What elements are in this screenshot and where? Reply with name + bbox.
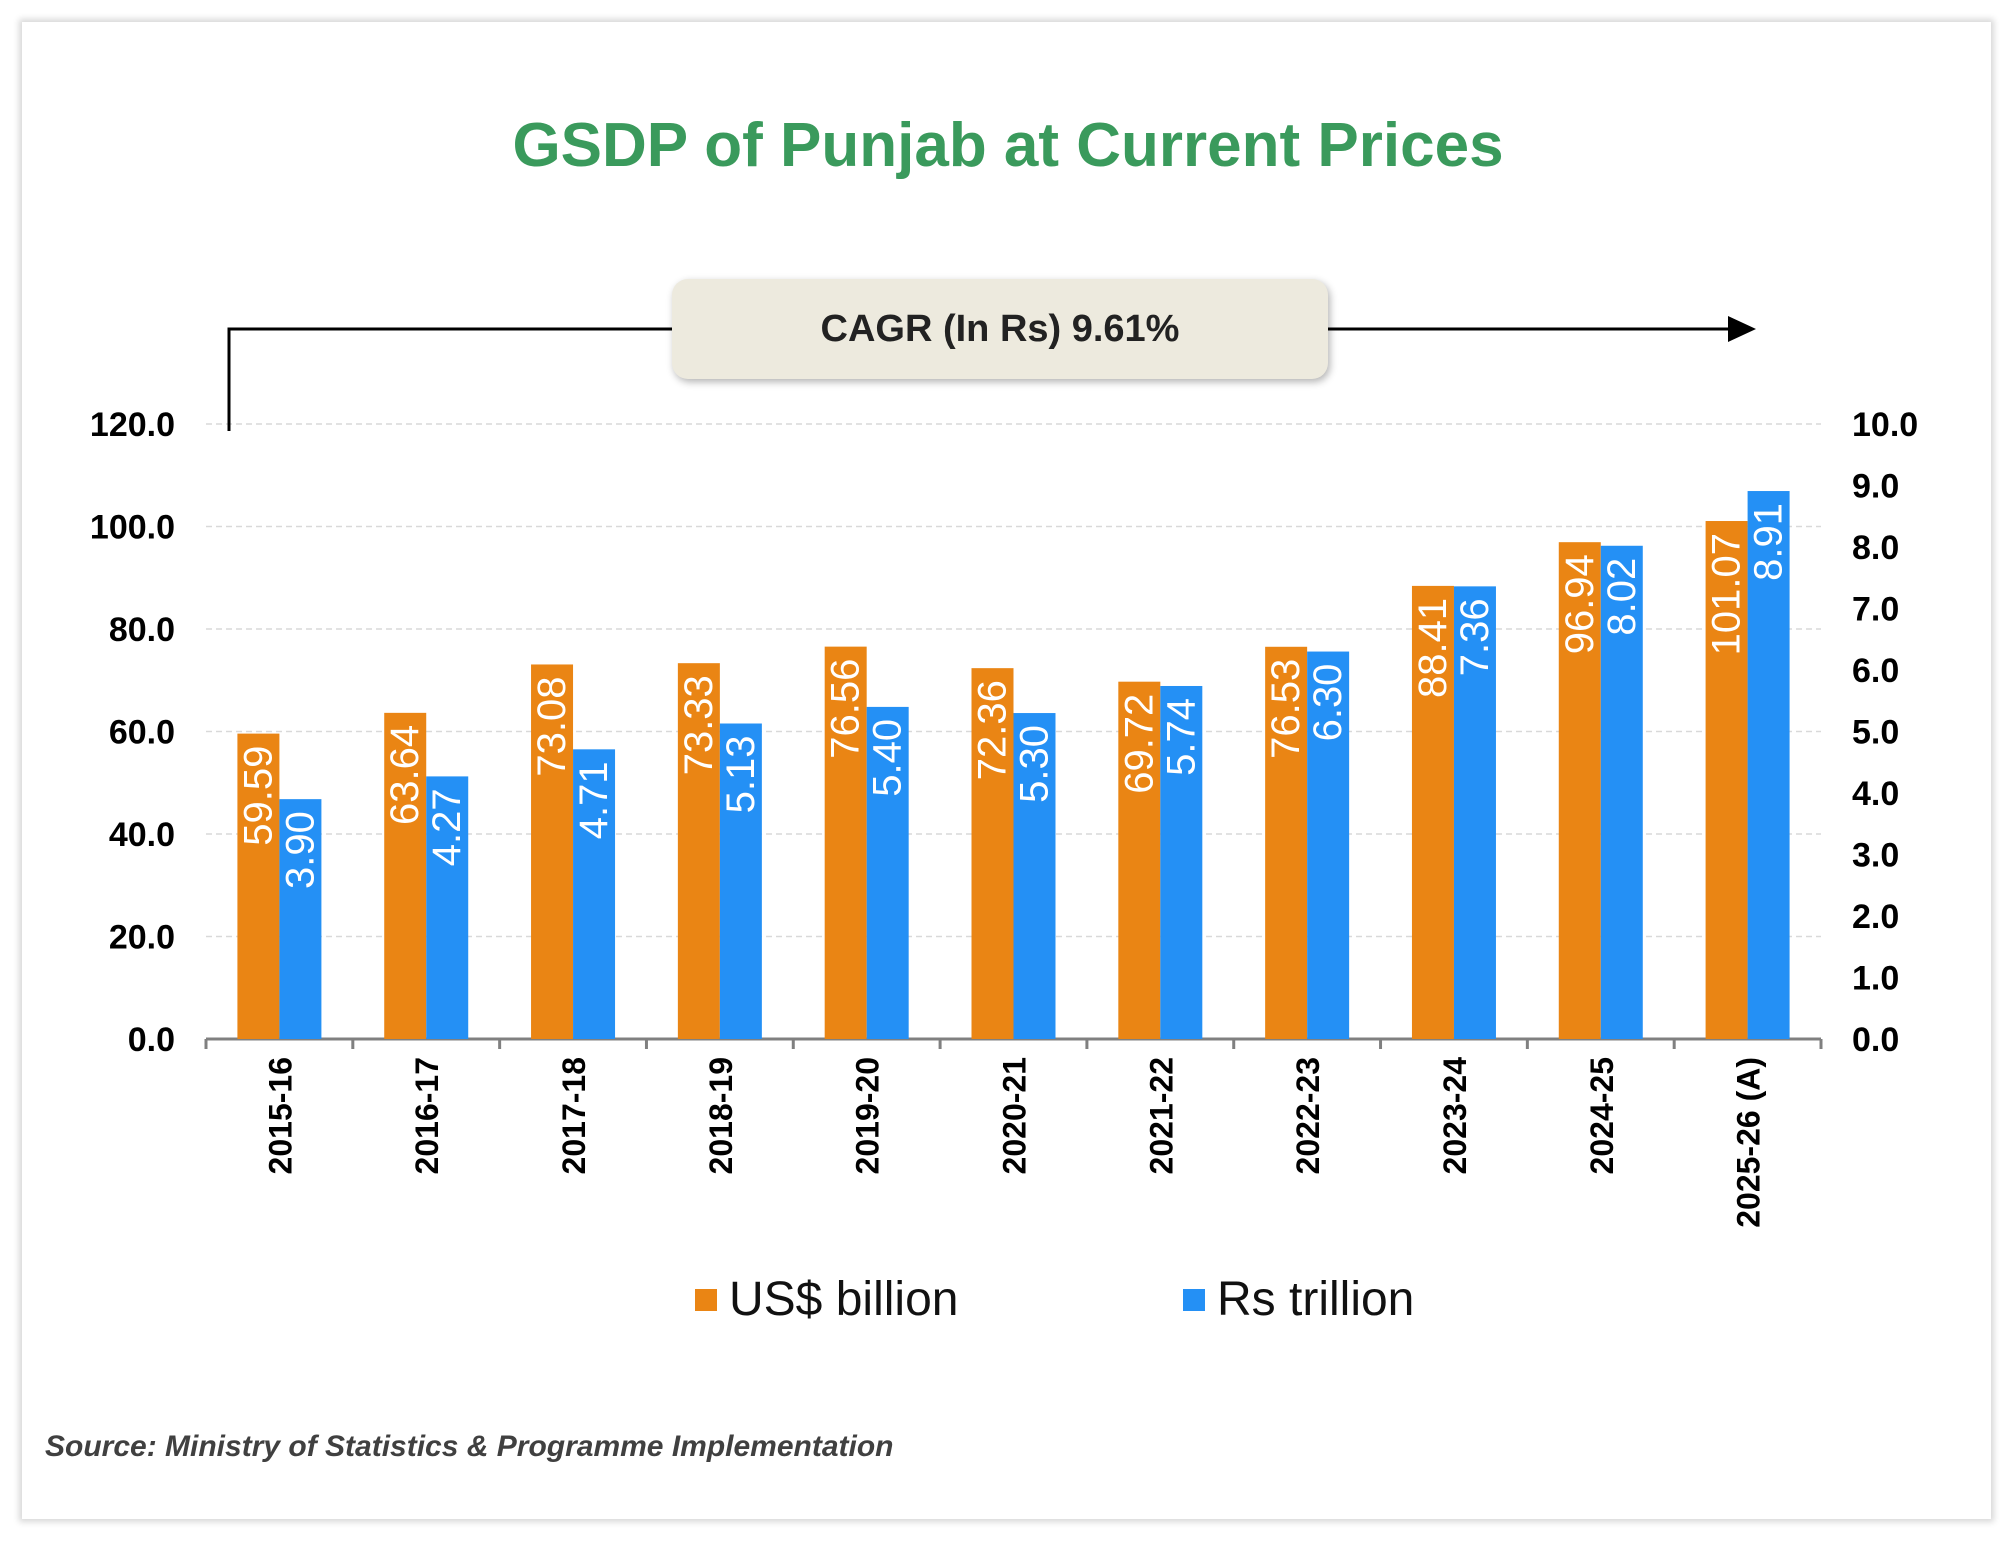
x-tick-label: 2016-17 [409,1057,445,1174]
y-left-tick-label: 0.0 [128,1021,175,1059]
data-label-rs: 7.36 [1453,598,1497,676]
chart-title: GSDP of Punjab at Current Prices [512,111,1504,180]
bar-rs [426,776,469,1039]
bar-usd [1705,521,1748,1039]
data-label-rs: 3.90 [278,811,322,889]
bar-rs [1600,545,1643,1039]
x-tick-label: 2022-23 [1290,1057,1326,1174]
bar-rs [1160,685,1203,1039]
y-right-tick-label: 1.0 [1852,960,1899,998]
y-left-tick-label: 40.0 [109,816,175,854]
y-left-tick-label: 60.0 [109,714,175,752]
y-right-tick-label: 8.0 [1852,529,1899,567]
y-left-tick-label: 120.0 [90,406,175,444]
legend-swatch-usd [695,1288,717,1311]
y-right-tick-label: 6.0 [1852,652,1899,690]
y-right-tick-label: 7.0 [1852,591,1899,629]
data-label-usd: 76.53 [1264,659,1308,759]
bar-usd [824,646,867,1039]
bar-usd [971,668,1014,1039]
y-left-tick-label: 100.0 [90,509,175,547]
cagr-bracket-line [227,327,672,431]
bar-usd [1411,585,1454,1039]
bar-usd [531,664,574,1039]
bar-rs [1307,651,1350,1039]
legend-item-rs: Rs trillion [1183,1272,1414,1327]
data-label-usd: 72.36 [971,680,1015,780]
y-right-tick-label: 5.0 [1852,714,1899,752]
data-label-rs: 8.02 [1600,558,1644,636]
bar-usd [1558,542,1601,1039]
data-label-rs: 4.27 [425,788,469,866]
y-right-tick-label: 10.0 [1852,406,1918,444]
data-label-usd: 73.08 [530,676,574,776]
data-label-rs: 6.30 [1306,664,1350,742]
data-label-usd: 88.41 [1411,598,1455,698]
bar-rs [866,706,909,1039]
data-label-rs: 5.30 [1013,725,1057,803]
y-right-tick-label: 4.0 [1852,775,1899,813]
cagr-annotation: CAGR (In Rs) 9.61% [672,279,1328,379]
legend-label-usd: US$ billion [729,1273,959,1326]
y-left-tick-label: 20.0 [109,919,175,957]
x-tick-label: 2018-19 [703,1057,739,1174]
x-tick-label: 2021-22 [1143,1057,1179,1174]
data-label-usd: 73.33 [677,675,721,775]
bar-usd [1265,646,1308,1039]
data-label-usd: 59.59 [236,746,280,846]
x-tick-label: 2024-25 [1584,1057,1620,1174]
data-label-usd: 76.56 [824,659,868,759]
bar-usd [1118,681,1161,1039]
x-tick-label: 2017-18 [556,1057,592,1174]
y-right-tick-label: 9.0 [1852,468,1899,506]
bar-usd [677,663,720,1039]
y-right-tick-label: 3.0 [1852,837,1899,875]
x-tick-label: 2020-21 [997,1057,1033,1174]
data-label-usd: 101.07 [1705,533,1749,655]
x-tick-label: 2015-16 [262,1057,298,1174]
bar-rs [1747,491,1790,1039]
bar-rs [279,799,322,1039]
data-label-usd: 69.72 [1117,694,1161,794]
data-label-rs: 5.74 [1159,698,1203,776]
data-label-usd: 63.64 [383,725,427,825]
bar-rs [1013,713,1056,1039]
legend-swatch-rs [1183,1288,1205,1311]
data-label-usd: 96.94 [1558,554,1602,654]
bar-usd [384,712,427,1039]
data-label-rs: 8.91 [1747,503,1791,581]
data-label-rs: 4.71 [572,761,616,839]
legend-item-usd: US$ billion [695,1272,958,1327]
bar-rs [719,723,762,1039]
bar-rs [1453,586,1496,1039]
x-tick-label: 2025-26 (A) [1731,1057,1767,1228]
x-tick-label: 2019-20 [850,1057,886,1174]
x-tick-label: 2023-24 [1437,1057,1473,1175]
bar-rs [573,749,616,1039]
y-right-tick-label: 0.0 [1852,1021,1899,1059]
y-right-tick-label: 2.0 [1852,898,1899,936]
bar-usd [237,733,280,1039]
source-note: Source: Ministry of Statistics & Program… [45,1430,894,1463]
arrow-head-icon [1728,316,1756,342]
data-label-rs: 5.40 [866,719,910,797]
data-label-rs: 5.13 [719,736,763,814]
legend-label-rs: Rs trillion [1217,1273,1415,1326]
y-left-tick-label: 80.0 [109,611,175,649]
